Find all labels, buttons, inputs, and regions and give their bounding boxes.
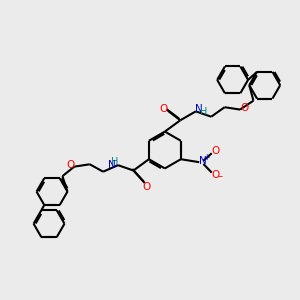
Text: H: H bbox=[111, 157, 119, 166]
Text: O: O bbox=[142, 182, 150, 192]
Text: N: N bbox=[196, 104, 203, 114]
Text: O: O bbox=[212, 170, 220, 180]
Text: O: O bbox=[66, 160, 74, 170]
Text: O: O bbox=[240, 103, 248, 113]
Text: O: O bbox=[212, 146, 220, 157]
Text: +: + bbox=[203, 153, 209, 162]
Text: N: N bbox=[199, 156, 207, 166]
Text: H: H bbox=[200, 107, 208, 117]
Text: −: − bbox=[217, 172, 223, 181]
Text: O: O bbox=[160, 104, 168, 114]
Text: N: N bbox=[108, 160, 115, 170]
